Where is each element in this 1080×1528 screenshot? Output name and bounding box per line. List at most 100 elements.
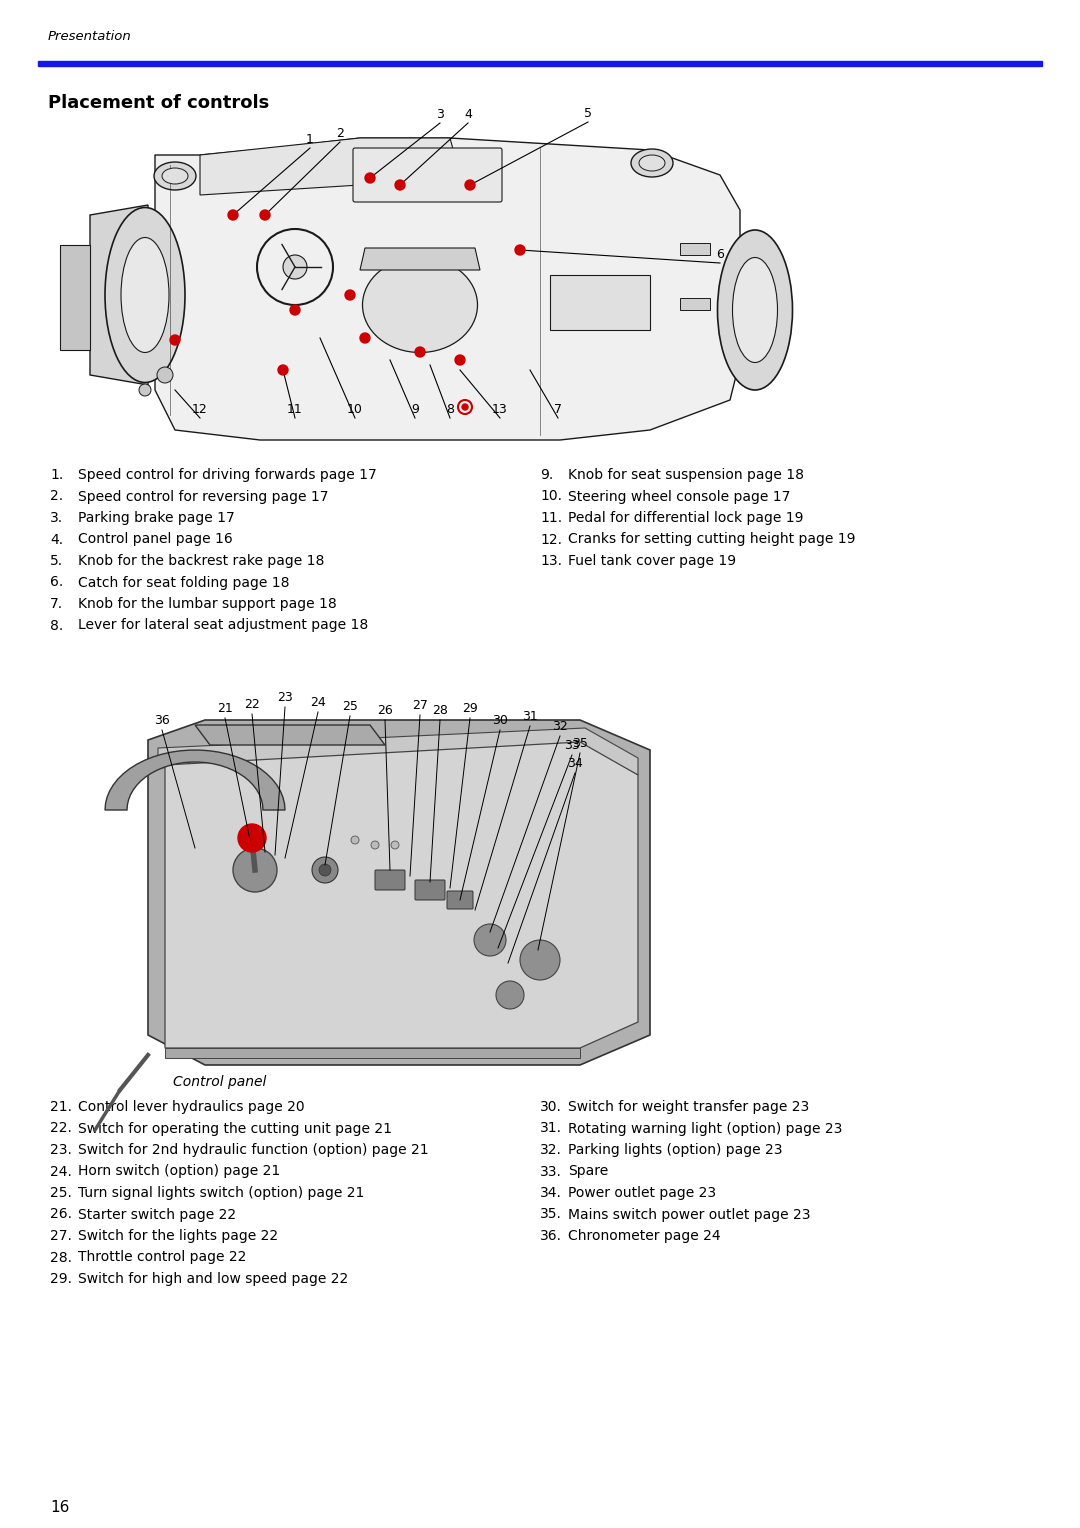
Text: Steering wheel console page 17: Steering wheel console page 17 xyxy=(568,489,791,504)
Text: 26.: 26. xyxy=(50,1207,72,1221)
Text: 35: 35 xyxy=(572,736,588,750)
Circle shape xyxy=(312,857,338,883)
Text: 32.: 32. xyxy=(540,1143,562,1157)
Ellipse shape xyxy=(363,258,477,353)
Text: 11: 11 xyxy=(287,403,302,416)
Ellipse shape xyxy=(717,231,793,390)
Text: 28: 28 xyxy=(432,704,448,717)
Text: 13.: 13. xyxy=(540,555,562,568)
Text: Switch for weight transfer page 23: Switch for weight transfer page 23 xyxy=(568,1100,809,1114)
Text: 30: 30 xyxy=(492,714,508,727)
Text: Cranks for setting cutting height page 19: Cranks for setting cutting height page 1… xyxy=(568,532,855,547)
Circle shape xyxy=(278,365,288,374)
Text: Speed control for driving forwards page 17: Speed control for driving forwards page … xyxy=(78,468,377,481)
Text: Catch for seat folding page 18: Catch for seat folding page 18 xyxy=(78,576,289,590)
Circle shape xyxy=(365,173,375,183)
Text: Spare: Spare xyxy=(568,1164,608,1178)
Circle shape xyxy=(238,824,266,853)
Text: Parking lights (option) page 23: Parking lights (option) page 23 xyxy=(568,1143,783,1157)
Circle shape xyxy=(260,209,270,220)
Text: 2.: 2. xyxy=(50,489,63,504)
Text: Chronometer page 24: Chronometer page 24 xyxy=(568,1229,720,1242)
Polygon shape xyxy=(156,138,740,440)
Text: 23: 23 xyxy=(278,691,293,704)
Circle shape xyxy=(415,347,426,358)
Text: 24: 24 xyxy=(310,695,326,709)
Text: 3: 3 xyxy=(436,108,444,121)
Circle shape xyxy=(291,306,300,315)
Text: 2: 2 xyxy=(336,127,343,141)
Text: 10: 10 xyxy=(347,403,363,416)
Ellipse shape xyxy=(105,208,185,382)
Text: Control panel page 16: Control panel page 16 xyxy=(78,532,233,547)
Text: 21: 21 xyxy=(217,701,233,715)
Circle shape xyxy=(372,840,379,850)
Polygon shape xyxy=(148,720,650,1065)
Text: 33: 33 xyxy=(564,740,580,752)
Text: 34: 34 xyxy=(567,756,583,770)
Text: Knob for seat suspension page 18: Knob for seat suspension page 18 xyxy=(568,468,804,481)
Ellipse shape xyxy=(154,162,195,189)
Circle shape xyxy=(283,255,307,280)
Text: 4.: 4. xyxy=(50,532,63,547)
Polygon shape xyxy=(360,248,480,270)
Text: Knob for the lumbar support page 18: Knob for the lumbar support page 18 xyxy=(78,597,337,611)
Circle shape xyxy=(395,180,405,189)
Text: 12.: 12. xyxy=(540,532,562,547)
Text: 1.: 1. xyxy=(50,468,64,481)
Circle shape xyxy=(345,290,355,299)
Circle shape xyxy=(496,981,524,1008)
Text: 31.: 31. xyxy=(540,1122,562,1135)
Circle shape xyxy=(170,335,180,345)
Ellipse shape xyxy=(162,168,188,183)
Text: Switch for high and low speed page 22: Switch for high and low speed page 22 xyxy=(78,1271,348,1287)
Text: Starter switch page 22: Starter switch page 22 xyxy=(78,1207,237,1221)
Text: 7.: 7. xyxy=(50,597,63,611)
Circle shape xyxy=(391,840,399,850)
Text: 34.: 34. xyxy=(540,1186,562,1199)
Text: 27.: 27. xyxy=(50,1229,72,1242)
Polygon shape xyxy=(105,750,285,810)
Circle shape xyxy=(319,863,330,876)
Polygon shape xyxy=(60,244,90,350)
Circle shape xyxy=(233,848,276,892)
FancyBboxPatch shape xyxy=(353,148,502,202)
Text: 6.: 6. xyxy=(50,576,64,590)
Polygon shape xyxy=(90,205,148,385)
Text: 7: 7 xyxy=(554,403,562,416)
Text: 26: 26 xyxy=(377,704,393,717)
Text: Horn switch (option) page 21: Horn switch (option) page 21 xyxy=(78,1164,280,1178)
Polygon shape xyxy=(158,727,638,775)
Text: Throttle control page 22: Throttle control page 22 xyxy=(78,1250,246,1265)
Circle shape xyxy=(465,180,475,189)
FancyBboxPatch shape xyxy=(415,880,445,900)
Text: 32: 32 xyxy=(552,720,568,733)
Text: 10.: 10. xyxy=(540,489,562,504)
Text: Control panel: Control panel xyxy=(173,1076,267,1089)
Text: Lever for lateral seat adjustment page 18: Lever for lateral seat adjustment page 1… xyxy=(78,619,368,633)
Text: 22: 22 xyxy=(244,698,260,711)
Polygon shape xyxy=(195,724,384,746)
Text: 13: 13 xyxy=(492,403,508,416)
Circle shape xyxy=(515,244,525,255)
Text: 9: 9 xyxy=(411,403,419,416)
Text: Rotating warning light (option) page 23: Rotating warning light (option) page 23 xyxy=(568,1122,842,1135)
Text: Fuel tank cover page 19: Fuel tank cover page 19 xyxy=(568,555,737,568)
Text: 22.: 22. xyxy=(50,1122,72,1135)
Text: Power outlet page 23: Power outlet page 23 xyxy=(568,1186,716,1199)
Text: 30.: 30. xyxy=(540,1100,562,1114)
Text: 16: 16 xyxy=(50,1500,69,1514)
Circle shape xyxy=(474,924,507,957)
Text: 36: 36 xyxy=(154,714,170,727)
Ellipse shape xyxy=(639,154,665,171)
Text: 36.: 36. xyxy=(540,1229,562,1242)
Bar xyxy=(550,275,650,330)
Text: 35.: 35. xyxy=(540,1207,562,1221)
Text: 21.: 21. xyxy=(50,1100,72,1114)
Text: Switch for the lights page 22: Switch for the lights page 22 xyxy=(78,1229,279,1242)
Text: Presentation: Presentation xyxy=(48,31,132,43)
Text: 5.: 5. xyxy=(50,555,63,568)
Text: 28.: 28. xyxy=(50,1250,72,1265)
FancyBboxPatch shape xyxy=(447,891,473,909)
Text: Mains switch power outlet page 23: Mains switch power outlet page 23 xyxy=(568,1207,810,1221)
